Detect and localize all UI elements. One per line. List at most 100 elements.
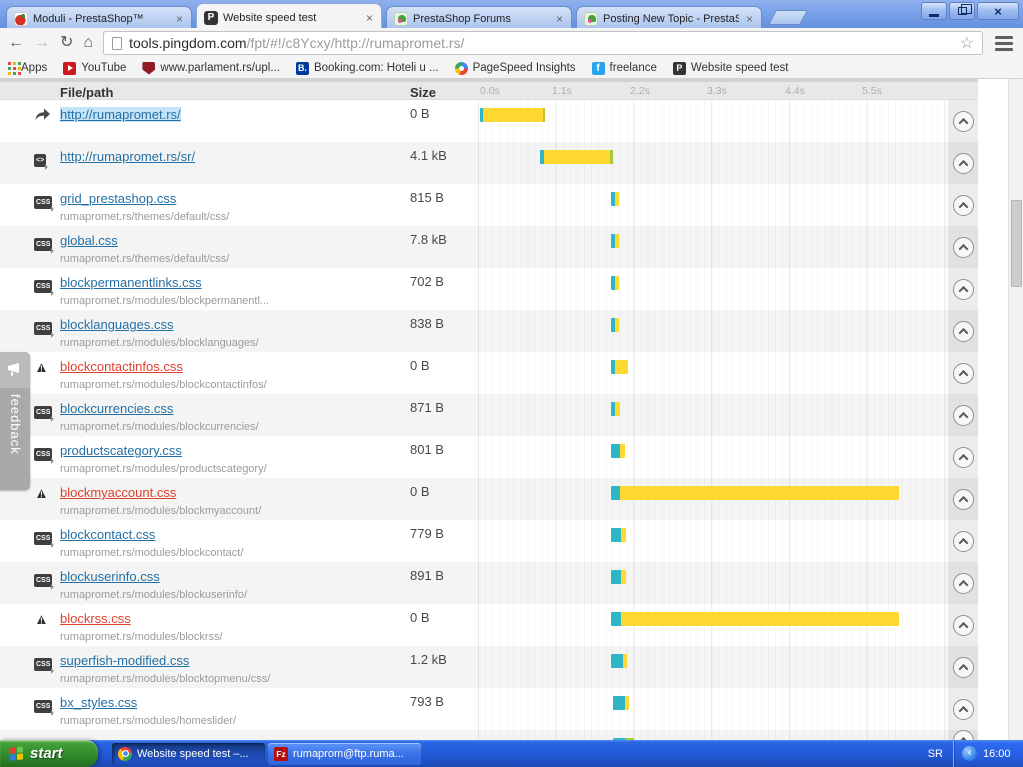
tab-close-icon[interactable]: × <box>745 12 753 26</box>
collapse-row-button[interactable] <box>952 446 974 468</box>
file-path: rumapromet.rs/modules/blockuserinfo/ <box>60 589 248 601</box>
collapse-row-button[interactable] <box>952 488 974 510</box>
file-link[interactable]: global.css <box>60 233 118 248</box>
file-name-cell: http://rumapromet.rs/ <box>60 100 410 142</box>
collapse-row-button[interactable] <box>952 572 974 594</box>
waterfall-bar[interactable] <box>611 528 626 542</box>
minimize-button[interactable] <box>921 2 947 20</box>
collapse-row-button[interactable] <box>952 278 974 300</box>
collapse-row-button[interactable] <box>952 236 974 258</box>
file-link[interactable]: superfish-modified.css <box>60 653 190 668</box>
waterfall-bar[interactable] <box>611 486 899 500</box>
file-link[interactable]: blockcurrencies.css <box>60 401 174 416</box>
file-size: 815 B <box>410 190 444 205</box>
file-link[interactable]: grid_prestashop.css <box>60 191 177 206</box>
bookmark-youtube[interactable]: YouTube <box>63 61 126 75</box>
close-icon: × <box>994 3 1002 19</box>
collapse-row-button[interactable] <box>952 656 974 678</box>
file-link[interactable]: bx_styles.css <box>60 695 138 710</box>
reload-icon[interactable]: ↻ <box>60 34 74 51</box>
file-link[interactable]: blockcontact.css <box>60 527 156 542</box>
row-action-cell <box>948 394 978 436</box>
waterfall-bar[interactable] <box>611 276 619 290</box>
bookmark-pagespeed[interactable]: PageSpeed Insights <box>454 61 576 75</box>
file-link[interactable]: blockcontactinfos.css <box>60 359 183 374</box>
warning-icon: ▲! <box>34 611 49 628</box>
tab-posting-new-topic[interactable]: Posting New Topic - PrestaS × <box>576 6 762 28</box>
waterfall-bar[interactable] <box>611 234 619 248</box>
tab-close-icon[interactable]: × <box>365 10 373 25</box>
file-link[interactable]: blockrss.css <box>60 611 131 626</box>
address-bar[interactable]: tools.pingdom.com/fpt/#!/c8Ycxy/http://r… <box>103 31 983 55</box>
file-link[interactable]: http://rumapromet.rs/sr/ <box>60 149 196 164</box>
collapse-row-button[interactable] <box>952 320 974 342</box>
scrollbar-thumb[interactable] <box>1011 200 1022 287</box>
feedback-tab[interactable]: feedback <box>0 352 30 490</box>
bookmark-star-icon[interactable]: ☆ <box>959 35 974 52</box>
collapse-row-button[interactable] <box>952 110 974 132</box>
forward-icon[interactable]: → <box>34 34 50 51</box>
file-link[interactable]: productscategory.css <box>60 443 182 458</box>
collapse-row-button[interactable] <box>952 404 974 426</box>
bookmark-apps[interactable]: Apps <box>8 61 47 75</box>
collapse-row-button[interactable] <box>952 152 974 174</box>
file-link[interactable]: http://rumapromet.rs/ <box>60 107 181 122</box>
css-file-icon: CSS <box>34 238 53 251</box>
bookmark-parlament[interactable]: www.parlament.rs/upl... <box>142 61 280 75</box>
window-controls: × <box>921 2 1019 20</box>
file-size: 4.1 kB <box>410 148 447 163</box>
collapse-row-button[interactable] <box>952 698 974 720</box>
collapse-row-button[interactable] <box>952 362 974 384</box>
home-icon[interactable]: ⌂ <box>83 34 94 51</box>
waterfall-bar[interactable] <box>611 360 628 374</box>
timeline-tick: 4.4s <box>785 85 805 97</box>
waterfall-bar[interactable] <box>611 612 899 626</box>
waterfall-bar[interactable] <box>611 444 625 458</box>
collapse-row-button[interactable] <box>952 530 974 552</box>
hide-icons-button[interactable]: ‹ <box>962 746 977 761</box>
waterfall-bar[interactable] <box>611 654 627 668</box>
menu-icon[interactable] <box>993 34 1015 53</box>
waterfall-cell <box>478 310 948 352</box>
file-link[interactable]: blockpermanentlinks.css <box>60 275 202 290</box>
waterfall-bar[interactable] <box>611 192 619 206</box>
tab-moduli-prestashop[interactable]: Moduli - PrestaShop™ × <box>6 6 192 28</box>
waterfall-bar[interactable] <box>611 318 619 332</box>
row-action-cell <box>948 352 978 394</box>
back-icon[interactable]: ← <box>8 34 24 51</box>
language-indicator[interactable]: SR <box>927 747 943 760</box>
bookmark-website-speed-test[interactable]: P Website speed test <box>672 61 788 75</box>
waterfall-bar[interactable] <box>540 150 613 164</box>
tab-close-icon[interactable]: × <box>175 12 183 26</box>
vertical-scrollbar[interactable] <box>1008 79 1023 740</box>
css-file-icon: CSS <box>34 700 53 713</box>
tab-close-icon[interactable]: × <box>555 12 563 26</box>
waterfall-bar[interactable] <box>613 696 629 710</box>
tab-prestashop-forums[interactable]: PrestaShop Forums × <box>386 6 572 28</box>
waterfall-bar[interactable] <box>613 738 634 740</box>
url-text[interactable]: tools.pingdom.com/fpt/#!/c8Ycxy/http://r… <box>129 35 953 51</box>
taskbar-items: Website speed test –... Fz rumaprom@ftp.… <box>112 742 421 765</box>
tab-website-speed-test[interactable]: P Website speed test × <box>196 3 382 28</box>
bookmark-booking[interactable]: B. Booking.com: Hoteli u ... <box>295 61 439 75</box>
waterfall-bar[interactable] <box>611 570 626 584</box>
collapse-row-button[interactable] <box>952 614 974 636</box>
bookmark-freelance[interactable]: f freelance <box>591 61 657 75</box>
start-button[interactable]: start <box>0 740 98 767</box>
waterfall-bar[interactable] <box>611 402 620 416</box>
collapse-row-button[interactable] <box>952 194 974 216</box>
new-tab-button[interactable] <box>768 10 808 25</box>
file-link[interactable]: blockmyaccount.css <box>60 485 177 500</box>
chevron-up-icon <box>958 705 968 716</box>
collapse-row-button[interactable] <box>952 730 974 740</box>
waterfall-bar[interactable] <box>480 108 545 122</box>
close-button[interactable]: × <box>977 2 1019 20</box>
taskbar-item-chrome[interactable]: Website speed test –... <box>112 742 265 765</box>
restore-button[interactable] <box>949 2 975 20</box>
chevron-up-icon <box>958 453 968 464</box>
file-link[interactable]: blocklanguages.css <box>60 317 174 332</box>
file-list: http://rumapromet.rs/ 0 B <> http://ruma… <box>0 100 978 740</box>
system-tray: SR ‹ 16:00 <box>928 740 1023 767</box>
taskbar-item-filezilla[interactable]: Fz rumaprom@ftp.ruma... <box>268 742 421 765</box>
file-link[interactable]: blockuserinfo.css <box>60 569 160 584</box>
